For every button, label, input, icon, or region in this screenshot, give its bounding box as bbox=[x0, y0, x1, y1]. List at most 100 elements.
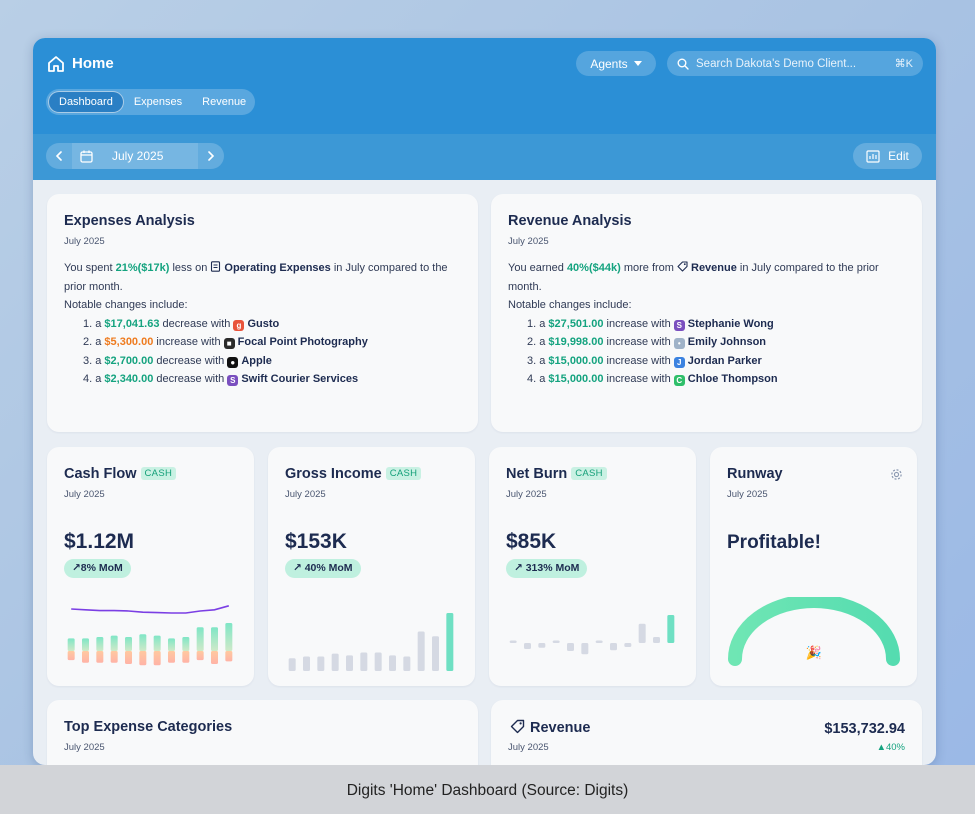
bar bbox=[595, 640, 603, 643]
card-title: Expenses Analysis bbox=[64, 213, 195, 229]
card-title: Revenue Analysis bbox=[508, 213, 632, 229]
expenses-analysis-card[interactable]: Expenses Analysis July 2025 You spent 21… bbox=[47, 194, 478, 432]
change-amount: $17,041.63 bbox=[104, 317, 160, 330]
vendor-link[interactable]: Swift Courier Services bbox=[241, 373, 359, 385]
bar-outflow bbox=[82, 651, 89, 663]
avatar-j-icon: J bbox=[673, 356, 685, 368]
change-direction: decrease with bbox=[153, 354, 228, 367]
bar bbox=[288, 658, 296, 671]
edit-label: Edit bbox=[888, 149, 909, 163]
card-title-text: Revenue bbox=[530, 720, 591, 736]
card-title: Revenue bbox=[510, 719, 590, 736]
bar-outflow bbox=[168, 651, 175, 663]
next-period-button[interactable] bbox=[198, 143, 224, 169]
tab-expenses[interactable]: Expenses bbox=[133, 96, 183, 108]
change-amount: $19,998.00 bbox=[548, 336, 604, 348]
change-direction: increase with bbox=[153, 336, 224, 348]
tab-dashboard[interactable]: Dashboard bbox=[48, 91, 124, 113]
vendor-link[interactable]: Stephanie Wong bbox=[687, 317, 774, 330]
cash-flow-chart bbox=[67, 605, 233, 666]
figure-caption: Digits 'Home' Dashboard (Source: Digits) bbox=[0, 765, 975, 814]
vendor-link[interactable]: Gusto bbox=[247, 317, 280, 330]
change-badge: ↗ 313% MoM bbox=[506, 559, 588, 578]
list-item: 3. a $15,000.00 increase with J Jordan Pa… bbox=[527, 352, 913, 371]
bar bbox=[303, 656, 310, 671]
analysis-intro: You spent 21%($17k) less on Operating Ex… bbox=[64, 259, 469, 296]
gusto-icon: g bbox=[233, 319, 245, 331]
revenue-change-value: 40% bbox=[885, 742, 905, 753]
card-period: July 2025 bbox=[508, 236, 549, 247]
swift-icon: S bbox=[227, 375, 239, 386]
vendor-link[interactable]: Focal Point Photography bbox=[237, 336, 368, 348]
apple-icon: ● bbox=[227, 356, 239, 368]
edit-button[interactable]: Edit bbox=[853, 143, 922, 169]
bar bbox=[331, 653, 339, 671]
net-burn-card[interactable]: Net Burn CASH July 2025 $85K ↗ 313% MoM bbox=[489, 447, 696, 686]
bar bbox=[446, 613, 454, 671]
item-number: 2. a bbox=[527, 336, 549, 348]
intro-text: You spent bbox=[64, 262, 116, 274]
bar bbox=[538, 643, 546, 648]
change-direction: increase with bbox=[603, 317, 674, 330]
bar bbox=[524, 643, 531, 649]
gear-icon[interactable] bbox=[890, 468, 903, 481]
card-title: Gross Income CASH bbox=[285, 466, 422, 482]
app-window: Home Dashboard Expenses Revenue Agents S… bbox=[33, 38, 936, 765]
period-selector[interactable]: July 2025 bbox=[72, 143, 198, 169]
card-title: Net Burn CASH bbox=[506, 466, 607, 482]
bar-inflow bbox=[96, 637, 104, 651]
change-direction: increase with bbox=[603, 336, 674, 348]
list-item: 4. a $2,340.00 decrease with S Swift Cour… bbox=[83, 370, 469, 389]
amount-change: ($17k) bbox=[137, 262, 170, 274]
caret-down-icon bbox=[633, 61, 642, 66]
bar bbox=[552, 640, 560, 643]
cash-flow-card[interactable]: Cash Flow CASH July 2025 $1.12M ↗8% MoM bbox=[47, 447, 254, 686]
home-icon[interactable] bbox=[46, 54, 66, 74]
bar-inflow bbox=[211, 627, 218, 651]
revenue-analysis-card[interactable]: Revenue Analysis July 2025 You earned 40… bbox=[491, 194, 922, 432]
period-label: July 2025 bbox=[112, 149, 164, 163]
analysis-text: You spent 21%($17k) less on Operating Ex… bbox=[64, 259, 469, 389]
card-title: Runway bbox=[727, 466, 783, 482]
chevron-right-icon bbox=[208, 151, 215, 161]
change-direction: decrease with bbox=[153, 373, 228, 385]
list-item: 4. a $15,000.00 increase with C Chloe Tho… bbox=[527, 370, 913, 389]
top-expense-categories-card[interactable]: Top Expense Categories July 2025 bbox=[47, 700, 478, 765]
vendor-link[interactable]: Emily Johnson bbox=[687, 336, 767, 348]
tab-revenue[interactable]: Revenue bbox=[202, 96, 247, 108]
agents-label: Agents bbox=[590, 56, 628, 71]
tag-icon bbox=[510, 719, 525, 734]
bar-outflow bbox=[139, 651, 147, 666]
bar-inflow bbox=[196, 627, 204, 651]
cash-badge: CASH bbox=[140, 467, 177, 480]
cash-badge: CASH bbox=[385, 467, 422, 480]
item-number: 4. a bbox=[527, 373, 549, 385]
vendor-link[interactable]: Apple bbox=[241, 354, 272, 367]
card-period: July 2025 bbox=[727, 489, 768, 500]
category-link[interactable]: Revenue bbox=[691, 262, 737, 274]
intro-text: less on bbox=[169, 262, 211, 274]
search-input[interactable]: Search Dakota's Demo Client... ⌘K bbox=[667, 51, 923, 76]
bar bbox=[317, 656, 325, 671]
revenue-card[interactable]: Revenue July 2025 $153,732.94 ▲40% bbox=[491, 700, 922, 765]
list-item: 3. a $2,700.00 decrease with ● Apple bbox=[83, 352, 469, 371]
category-link[interactable]: Operating Expenses bbox=[224, 262, 331, 274]
card-title-text: Gross Income bbox=[285, 466, 382, 482]
net-burn-chart bbox=[509, 615, 675, 655]
bar-inflow bbox=[168, 638, 175, 651]
agents-dropdown-button[interactable]: Agents bbox=[576, 51, 656, 76]
gross-income-card[interactable]: Gross Income CASH July 2025 $153K ↗ 40% M… bbox=[268, 447, 475, 686]
change-amount: $15,000.00 bbox=[548, 354, 604, 367]
avatar-c-icon: C bbox=[673, 375, 685, 386]
card-title-text: Net Burn bbox=[506, 466, 568, 482]
bar-inflow bbox=[125, 637, 132, 651]
change-amount: $5,300.00 bbox=[104, 336, 154, 348]
vendor-link[interactable]: Chloe Thompson bbox=[687, 373, 778, 385]
runway-card[interactable]: Runway July 2025 Profitable! 🎉 bbox=[710, 447, 917, 686]
bar bbox=[581, 643, 589, 655]
runway-gauge: 🎉 bbox=[728, 597, 900, 666]
vendor-link[interactable]: Jordan Parker bbox=[687, 354, 762, 367]
prev-period-button[interactable] bbox=[46, 143, 72, 169]
card-title-text: Cash Flow bbox=[64, 466, 137, 482]
notable-label: Notable changes include: bbox=[64, 299, 188, 311]
